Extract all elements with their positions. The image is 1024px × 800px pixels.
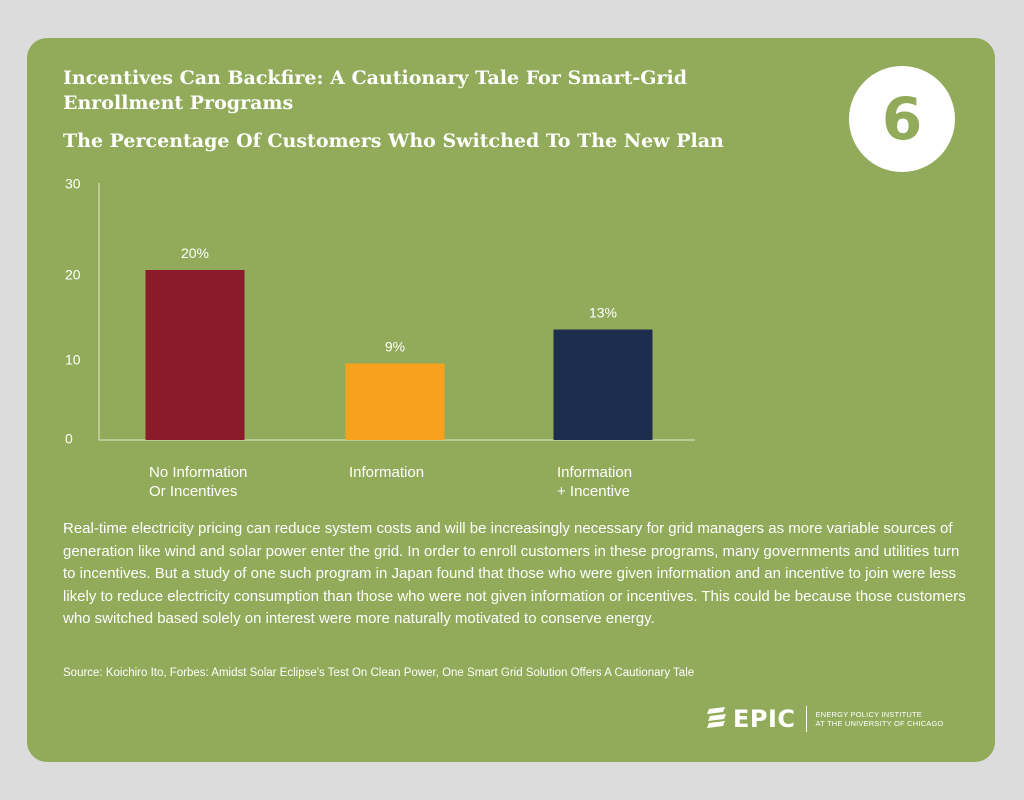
description-text: Real-time electricity pricing can reduce…	[63, 520, 966, 627]
category-label-line: Information	[349, 464, 424, 481]
number-badge: 6	[849, 66, 955, 172]
infographic-title: Incentives Can Backfire: A Cautionary Ta…	[63, 67, 688, 114]
bar-chart: 0 10 20 30 20% No Information Or Incentives 9% I…	[65, 176, 695, 500]
logo-tagline-line1: ENERGY POLICY INSTITUTE	[815, 709, 922, 719]
data-label: 13%	[589, 305, 617, 321]
category-label-line: Information	[557, 464, 632, 481]
source-citation: Source: Koichiro Ito, Forbes: Amidst Sol…	[63, 667, 695, 679]
data-label: 20%	[181, 245, 209, 261]
category-label: No Information Or Incentives	[149, 464, 247, 500]
bar	[345, 363, 445, 440]
category-label-line: No Information	[149, 464, 247, 481]
y-tick-label: 20	[65, 267, 81, 283]
y-tick-label: 0	[65, 431, 73, 447]
epic-logo-icon	[707, 707, 726, 728]
category-label: Information	[349, 464, 424, 481]
logo-divider	[805, 706, 807, 732]
y-tick-label: 30	[65, 176, 81, 192]
logo-wordmark: EPIC	[733, 705, 796, 733]
logo-tagline-line2: AT THE UNIVERSITY OF CHICAGO	[815, 719, 944, 728]
logo-tagline: ENERGY POLICY INSTITUTE AT THE UNIVERSIT…	[816, 710, 944, 729]
chart-subtitle: The Percentage Of Customers Who Switched…	[63, 130, 724, 152]
infographic-card: Incentives Can Backfire: A Cautionary Ta…	[27, 38, 995, 762]
category-label: Information + Incentive	[557, 464, 632, 500]
y-tick-label: 10	[65, 352, 81, 368]
data-label: 9%	[385, 339, 405, 355]
category-label-line: + Incentive	[557, 483, 630, 500]
category-label-line: Or Incentives	[149, 483, 237, 500]
bar	[553, 329, 653, 440]
epic-logo: EPIC ENERGY POLICY INSTITUTE AT THE UNIV…	[706, 705, 944, 733]
bar	[145, 270, 245, 440]
